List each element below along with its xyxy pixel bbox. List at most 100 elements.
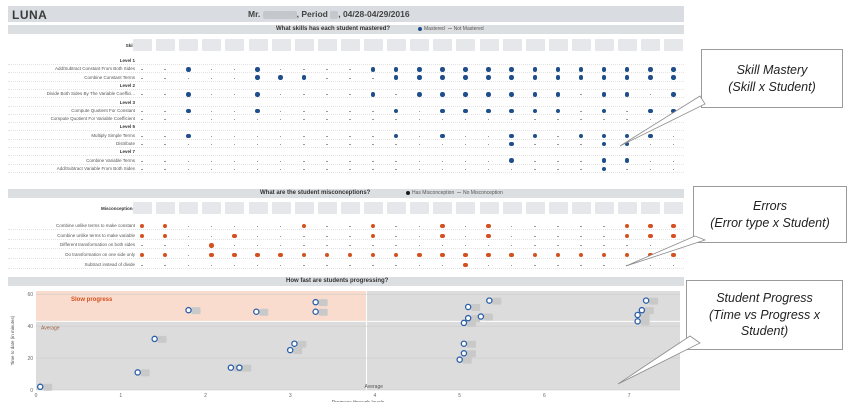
no-misconception-mark: [626, 245, 628, 247]
no-misconception-mark: [279, 245, 282, 247]
mastered-dot: [648, 108, 653, 114]
mastered-dot: [624, 141, 630, 147]
mastered-dot: [509, 158, 514, 163]
misconception-dot: [440, 233, 445, 238]
redacted-student-name: [410, 39, 430, 51]
y-tick-label: 0: [30, 388, 33, 394]
not-mastered-mark: [141, 160, 143, 162]
not-mastered-mark: [326, 69, 328, 71]
not-mastered-mark: [233, 144, 236, 145]
no-misconception-mark: [534, 235, 536, 237]
student-point: [185, 306, 192, 314]
not-mastered-mark: [510, 168, 513, 170]
redacted-point-label: [318, 299, 328, 307]
not-mastered-mark: [372, 77, 374, 79]
redacted-student-name: [271, 39, 291, 51]
redacted-student-name: [364, 39, 383, 51]
redacted-student-name: [271, 202, 291, 214]
mastered-dot: [532, 67, 537, 72]
no-misconception-mark: [210, 226, 213, 227]
no-misconception-mark: [256, 264, 259, 266]
not-mastered-mark: [580, 144, 582, 145]
no-misconception-mark: [395, 245, 397, 247]
mastered-dot: [509, 141, 514, 147]
redacted-point-label: [191, 307, 201, 315]
redacted-student-name: [133, 39, 152, 51]
not-mastered-mark: [649, 160, 651, 162]
no-misconception-mark: [303, 264, 305, 266]
redacted-student-name: [248, 202, 268, 214]
no-misconception-mark: [510, 264, 513, 266]
misconception-dot: [624, 252, 630, 258]
misconception-dot: [463, 252, 468, 258]
misconception-dot: [578, 252, 584, 258]
no-misconception-mark: [372, 245, 374, 247]
no-misconception-mark: [233, 226, 236, 227]
not-mastered-mark: [441, 160, 444, 162]
not-mastered-mark: [164, 160, 166, 162]
mastered-dot: [393, 67, 399, 72]
not-mastered-mark: [626, 168, 628, 170]
legend-not-mastered: Not Mastered: [453, 26, 484, 32]
not-mastered-mark: [672, 135, 675, 137]
misconception-dot: [648, 233, 653, 238]
redacted-student-name: [202, 202, 222, 214]
not-mastered-mark: [210, 135, 213, 137]
x-tick-label: 3: [289, 393, 292, 399]
skill-column-label: Skill: [125, 43, 135, 48]
redacted-student-name: [433, 39, 453, 51]
not-mastered-mark: [349, 144, 351, 145]
row-label: Divide Both Sides By The Variable Coeffi…: [46, 91, 135, 97]
misconception-dot: [417, 252, 422, 258]
not-mastered-mark: [372, 135, 374, 137]
not-mastered-mark: [464, 119, 467, 121]
mastery-title: What skills has each student mastered?: [276, 26, 391, 32]
dashboard-title: Mr. , Period , 04/28-04/29/2016: [248, 9, 410, 19]
not-mastered-mark: [441, 144, 444, 145]
redacted-student-name: [225, 202, 245, 214]
no-misconception-mark: [256, 226, 259, 227]
not-mastered-mark: [210, 160, 213, 162]
mastered-dot: [486, 75, 491, 80]
misconception-dot: [393, 252, 399, 258]
not-mastered-mark: [326, 168, 328, 170]
errors-legend: Has Misconception No Misconception: [406, 190, 503, 196]
mastered-dot: [186, 133, 191, 138]
not-mastered-mark: [557, 135, 559, 137]
misconception-dot: [486, 252, 491, 258]
redacted-student-name: [664, 39, 684, 51]
redacted-student-name: [641, 39, 661, 51]
not-mastered-mark: [510, 119, 513, 121]
not-mastered-mark: [557, 119, 559, 121]
x-tick-label: 0: [35, 393, 38, 399]
not-mastered-mark: [326, 94, 328, 96]
not-mastered-mark: [326, 144, 328, 145]
not-mastered-mark: [187, 144, 189, 145]
misconception-dot: [324, 252, 330, 258]
student-point: [456, 356, 463, 363]
no-misconception-mark: [603, 235, 605, 237]
not-mastered-mark: [418, 160, 420, 162]
redacted-student-name: [294, 39, 314, 51]
no-misconception-mark: [487, 245, 490, 247]
row-label: Compute Quotient For Constant: [71, 107, 135, 113]
redacted-student-name: [502, 202, 522, 214]
not-mastered-mark: [580, 110, 582, 112]
redacted-point-label: [140, 369, 150, 377]
not-mastered-mark: [464, 135, 467, 137]
misconception-dot: [671, 233, 676, 238]
not-mastered-mark: [187, 77, 189, 79]
mastered-dot: [393, 108, 399, 114]
has-misconception-swatch: [406, 190, 410, 195]
mastered-dot: [255, 67, 260, 72]
not-mastered-mark: [580, 119, 582, 121]
not-mastered-mark: [672, 119, 675, 121]
redacted-student-name: [294, 202, 314, 214]
mastered-dot: [486, 67, 491, 72]
misconception-dot: [139, 233, 145, 238]
redacted-student-name: [502, 39, 522, 51]
no-misconception-mark: [418, 226, 420, 227]
no-misconception-mark: [279, 235, 282, 237]
misconception-dot: [301, 252, 306, 258]
no-misconception-mark: [326, 226, 328, 227]
